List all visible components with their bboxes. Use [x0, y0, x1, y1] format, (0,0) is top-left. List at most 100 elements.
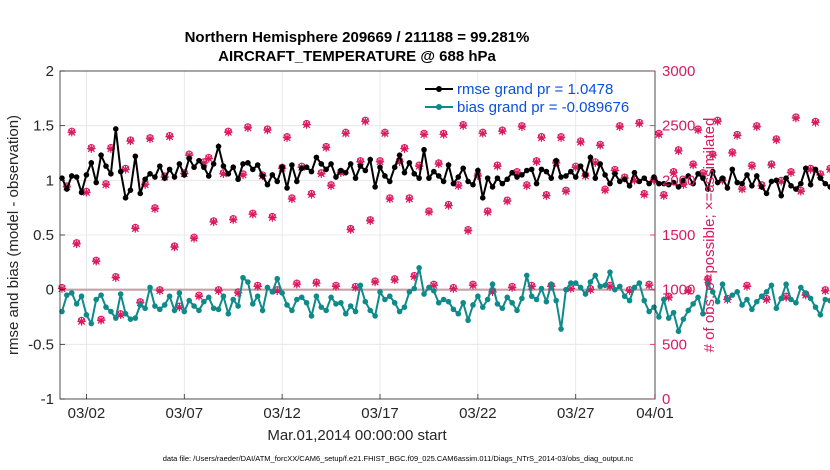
obs-assimilated-point: [268, 213, 277, 222]
obs-assimilated-point: [640, 190, 649, 199]
rmse-point: [514, 174, 520, 180]
bias-point: [519, 295, 525, 302]
obs-assimilated-point: [654, 130, 664, 139]
obs-assimilated-point: [131, 224, 140, 233]
y-tick-label: 1: [46, 172, 54, 189]
bias-point: [259, 307, 266, 314]
bias-point: [294, 296, 300, 303]
bias-point: [347, 303, 354, 309]
rmse-point: [333, 174, 339, 180]
y-tick-label: -1: [41, 391, 54, 408]
rmse-point: [338, 167, 344, 174]
y-axis-label-right: # of obs: o=possible; ×=assimilated: [701, 118, 718, 353]
rmse-point: [230, 164, 237, 171]
rmse-point: [157, 163, 163, 169]
rmse-point: [411, 170, 418, 177]
obs-assimilated-point: [772, 135, 781, 145]
rmse-point: [524, 167, 530, 174]
obs-assimilated-point: [791, 113, 801, 123]
obs-assimilated-point: [556, 133, 566, 142]
obs-assimilated-point: [767, 160, 776, 170]
obs-assimilated-point: [263, 125, 272, 135]
obs-assimilated-point: [688, 160, 698, 170]
rmse-point: [64, 186, 70, 192]
obs-assimilated-point: [410, 272, 419, 281]
rmse-point: [734, 179, 741, 186]
bias-point: [773, 305, 780, 312]
obs-assimilated-point: [532, 157, 541, 166]
rmse-point: [479, 195, 486, 201]
y-right-tick-label: 2000: [662, 172, 695, 189]
rmse-point: [112, 126, 119, 132]
obs-assimilated-point: [106, 144, 116, 153]
rmse-point: [362, 167, 369, 174]
rmse-point: [572, 174, 579, 180]
rmse-point: [812, 166, 819, 173]
rmse-point: [592, 175, 599, 181]
rmse-point: [700, 175, 706, 181]
bias-point: [479, 304, 486, 310]
rmse-point: [137, 190, 144, 197]
bias-point: [494, 301, 501, 307]
rmse-point: [553, 157, 559, 164]
obs-assimilated-point: [478, 129, 487, 138]
obs-assimilated-point: [189, 234, 199, 243]
obs-assimilated-point: [468, 281, 478, 290]
bias-point: [553, 297, 559, 304]
rmse-point: [382, 173, 388, 179]
obs-assimilated-point: [806, 165, 815, 174]
rmse-point: [533, 180, 540, 187]
rmse-point: [367, 156, 374, 163]
rmse-point: [98, 152, 104, 158]
obs-assimilated-point: [576, 137, 585, 147]
obs-assimilated-point: [243, 123, 253, 133]
bias-point: [675, 328, 682, 335]
obs-assimilated-point: [248, 210, 257, 219]
plot-series: [57, 113, 830, 335]
obs-assimilated-point: [503, 196, 512, 206]
y-right-tick-label: 500: [662, 336, 687, 353]
bias-point: [753, 298, 760, 305]
bias-point: [524, 272, 530, 279]
obs-assimilated-point: [385, 194, 394, 204]
bias-point: [205, 294, 212, 301]
obs-assimilated-point: [253, 282, 262, 291]
rmse-point: [435, 173, 442, 179]
bias-point: [685, 307, 692, 314]
bias-point: [411, 285, 418, 292]
bias-point: [362, 298, 369, 305]
obs-assimilated-point: [747, 161, 757, 171]
obs-assimilated-point: [781, 293, 791, 302]
obs-assimilated-point: [282, 133, 292, 142]
rmse-point: [636, 178, 643, 185]
rmse-point: [822, 180, 829, 187]
rmse-point: [817, 175, 824, 181]
obs-assimilated-point: [356, 157, 365, 166]
rmse-point: [117, 168, 124, 175]
bias-point: [264, 284, 271, 291]
obs-assimilated-point: [796, 187, 806, 196]
bias-point: [382, 296, 388, 303]
rmse-point: [504, 176, 511, 183]
rmse-point: [220, 163, 227, 169]
bias-point: [230, 296, 237, 303]
obs-assimilated-point: [77, 317, 86, 326]
rmse-point: [577, 163, 584, 169]
bias-point: [201, 298, 207, 305]
rmse-point: [470, 181, 476, 188]
obs-assimilated-point: [752, 122, 761, 131]
obs-assimilated-point: [390, 275, 399, 285]
bias-point: [793, 299, 799, 306]
rmse-point: [582, 172, 589, 178]
bias-point: [147, 284, 153, 291]
obs-assimilated-point: [733, 131, 742, 140]
rmse-point: [431, 168, 437, 175]
bias-point: [254, 293, 261, 300]
rmse-point: [626, 183, 633, 189]
bias-point: [714, 298, 721, 305]
obs-assimilated-point: [219, 169, 228, 178]
rmse-point: [259, 173, 266, 179]
bias-point: [739, 302, 745, 308]
y-right-tick-label: 1000: [662, 282, 695, 299]
obs-assimilated-point: [302, 120, 311, 129]
